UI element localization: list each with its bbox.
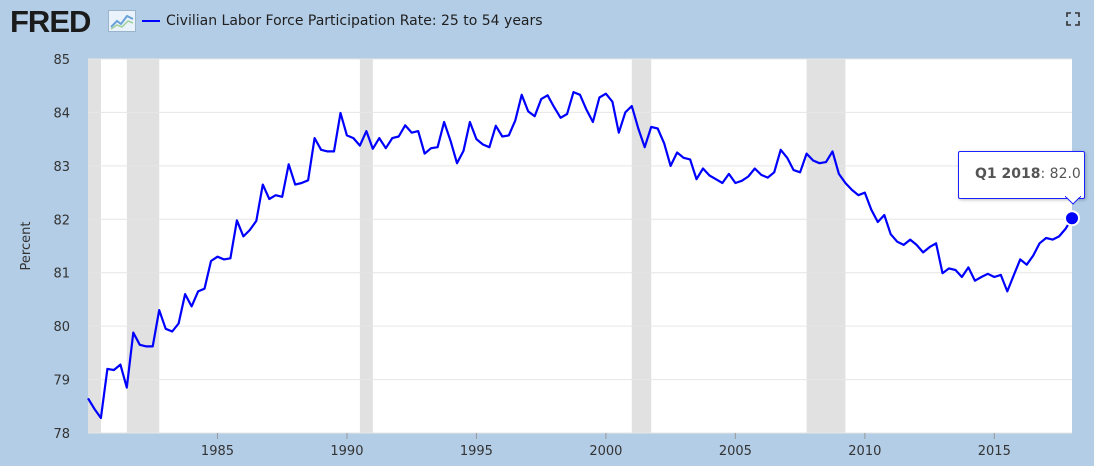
x-tick-label: 2005 — [719, 444, 752, 459]
expand-icon[interactable] — [1066, 12, 1080, 26]
y-tick-label: 81 — [53, 267, 70, 282]
y-axis: 78 79 80 81 82 83 84 85 — [53, 53, 70, 442]
tooltip-separator: : — [1040, 166, 1050, 182]
y-tick-label: 80 — [53, 320, 70, 335]
legend-swatch — [142, 20, 160, 22]
y-tick-label: 84 — [53, 106, 70, 121]
y-tick-label: 79 — [53, 374, 70, 389]
y-tick-label: 85 — [53, 53, 70, 68]
tooltip-pointer — [1065, 196, 1081, 205]
x-tick-label: 1990 — [330, 444, 363, 459]
recession-shading — [88, 59, 846, 433]
y-tick-label: 82 — [53, 213, 70, 228]
x-axis: 1985 1990 1995 2000 2005 2010 2015 — [201, 433, 1011, 459]
legend-label: Civilian Labor Force Participation Rate:… — [166, 13, 543, 29]
line-graph-icon — [108, 10, 136, 32]
recession-band — [806, 59, 846, 433]
recession-band — [126, 59, 160, 433]
tooltip: Q1 2018: 82.0 — [958, 151, 1085, 199]
plot-background — [88, 59, 1072, 433]
tooltip-value: 82.0 — [1049, 166, 1081, 182]
y-tick-label: 83 — [53, 160, 70, 175]
chart-legend: Civilian Labor Force Participation Rate:… — [142, 13, 543, 29]
tooltip-text: Q1 2018: 82.0 — [975, 166, 1081, 182]
fred-logo[interactable]: FRED — [10, 4, 91, 39]
recession-band — [631, 59, 652, 433]
gridlines — [88, 58, 1072, 434]
chart-header: FRED Civilian Labor Force Participation … — [0, 0, 1094, 46]
x-tick-label: 2000 — [589, 444, 622, 459]
x-tick-label: 1985 — [201, 444, 234, 459]
recession-band — [88, 59, 101, 433]
series-line[interactable] — [87, 90, 1073, 420]
recession-band — [359, 59, 373, 433]
x-tick-label: 2015 — [978, 444, 1011, 459]
y-axis-label: Percent — [19, 222, 34, 271]
x-tick-label: 1995 — [460, 444, 493, 459]
y-tick-label: 78 — [53, 427, 70, 442]
hover-point-marker[interactable] — [1064, 210, 1080, 227]
x-tick-label: 2010 — [848, 444, 881, 459]
tooltip-period: Q1 2018 — [975, 166, 1041, 182]
